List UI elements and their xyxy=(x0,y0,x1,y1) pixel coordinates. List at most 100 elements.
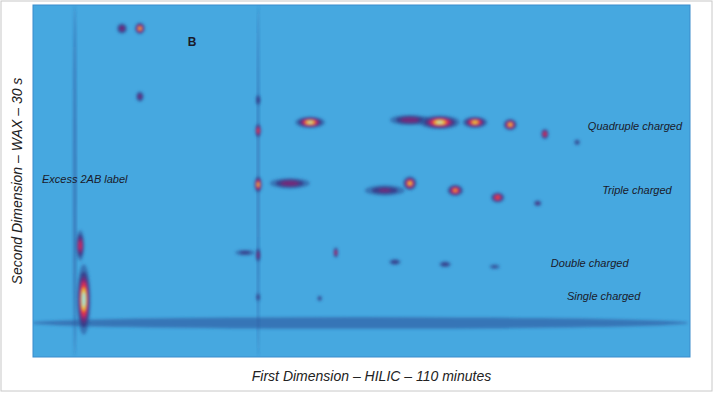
spot-level xyxy=(542,130,548,138)
spot-level xyxy=(317,295,322,301)
spot-level xyxy=(471,120,480,124)
spot-level xyxy=(452,188,459,193)
spot-level xyxy=(503,119,517,131)
annotation: Single charged xyxy=(567,290,641,302)
spot xyxy=(77,264,91,334)
plot-background xyxy=(33,5,690,357)
spot xyxy=(256,293,260,301)
spot-level xyxy=(450,187,460,194)
spot-level xyxy=(81,285,87,314)
spot-level xyxy=(135,23,145,35)
spot-level xyxy=(257,5,259,357)
spot-level xyxy=(439,261,451,267)
spot-level xyxy=(254,176,262,192)
spot-level xyxy=(465,118,485,127)
annotation: Double charged xyxy=(551,257,630,269)
spot xyxy=(447,185,463,197)
spot-level xyxy=(407,180,414,187)
spot-level xyxy=(420,115,460,129)
spot xyxy=(317,295,322,301)
spot xyxy=(136,91,144,102)
spot-level xyxy=(335,250,338,256)
spot-level xyxy=(82,288,86,311)
spot xyxy=(270,178,310,189)
spot-level xyxy=(257,97,260,103)
spot xyxy=(490,264,500,269)
spot-level xyxy=(255,178,261,191)
spot-level xyxy=(78,237,82,253)
spot-level xyxy=(235,250,255,256)
spot-level xyxy=(491,192,505,203)
spot-level xyxy=(544,133,545,135)
spot-level xyxy=(372,187,398,194)
spot xyxy=(439,261,451,267)
spot-level xyxy=(437,121,442,123)
spot-level xyxy=(537,202,539,204)
spot-level xyxy=(462,116,487,128)
spot-level xyxy=(33,317,688,329)
spot-level xyxy=(276,180,304,187)
spot xyxy=(365,185,405,196)
spot xyxy=(117,23,127,34)
spot-level xyxy=(541,129,549,140)
x-axis-label: First Dimension – HILIC – 110 minutes xyxy=(252,368,491,384)
spot-level xyxy=(467,119,483,126)
spot-level xyxy=(389,259,401,265)
spot-level xyxy=(240,251,251,254)
spot-level xyxy=(256,181,260,189)
spot xyxy=(235,250,255,256)
chart: BExcess 2AB labelQuadruple chargedTriple… xyxy=(0,0,714,393)
spot-level xyxy=(509,123,512,126)
spot-level xyxy=(447,185,463,197)
spot-level xyxy=(469,120,481,126)
spot-level xyxy=(256,248,261,262)
spot xyxy=(491,192,505,203)
spot-level xyxy=(318,297,321,300)
spot-level xyxy=(256,125,261,136)
spot-level xyxy=(506,121,515,128)
spot xyxy=(462,116,487,128)
spot xyxy=(135,23,145,35)
spot-level xyxy=(543,132,546,136)
spot-level xyxy=(295,116,325,128)
spot-level xyxy=(117,23,127,34)
spot-level xyxy=(298,118,322,127)
spot-level xyxy=(334,249,338,257)
spot-level xyxy=(308,122,312,124)
spots xyxy=(33,5,688,357)
spot-level xyxy=(401,118,419,123)
spot-level xyxy=(306,121,314,124)
spot-level xyxy=(493,266,497,268)
spot-level xyxy=(256,126,260,134)
spot-level xyxy=(257,183,259,187)
spot-level xyxy=(508,123,513,127)
spot-level xyxy=(118,25,125,32)
spot-level xyxy=(453,189,458,193)
spot-level xyxy=(76,230,84,261)
spot-level xyxy=(535,201,540,205)
spot-level xyxy=(80,281,87,318)
spot-level xyxy=(139,27,141,30)
spot-level xyxy=(304,120,316,125)
spot-level xyxy=(303,119,318,125)
spot xyxy=(503,119,517,131)
spot xyxy=(534,200,542,206)
spot-level xyxy=(575,141,578,144)
spot xyxy=(256,248,261,262)
spot-level xyxy=(257,128,259,134)
spot-level xyxy=(257,295,259,299)
spot-level xyxy=(403,176,417,190)
spot-level xyxy=(138,94,141,98)
spot-level xyxy=(137,93,142,100)
spot-level xyxy=(407,181,412,186)
spot-level xyxy=(301,119,320,126)
spot xyxy=(420,115,460,129)
spot xyxy=(333,247,338,258)
spot-level xyxy=(77,234,83,257)
spot-level xyxy=(257,129,258,133)
spot-level xyxy=(77,264,91,334)
spot-level xyxy=(78,271,89,327)
spot-level xyxy=(335,251,337,254)
figure-frame xyxy=(1,1,712,391)
spot xyxy=(76,230,84,261)
